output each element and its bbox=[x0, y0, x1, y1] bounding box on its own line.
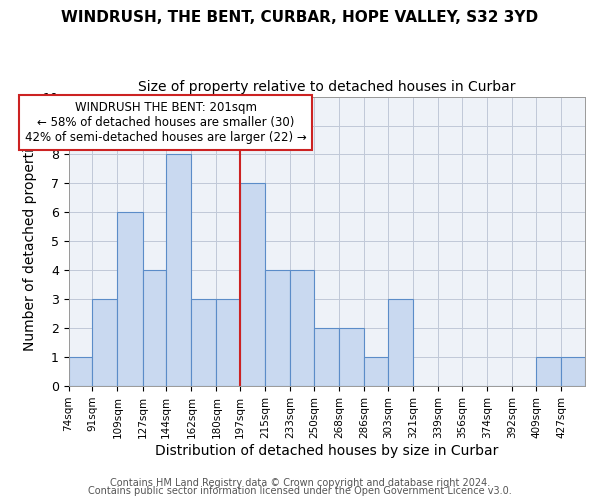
Bar bbox=[536, 357, 561, 386]
Bar bbox=[191, 299, 217, 386]
Bar bbox=[143, 270, 166, 386]
Bar bbox=[561, 357, 585, 386]
Y-axis label: Number of detached properties: Number of detached properties bbox=[23, 132, 37, 350]
Bar bbox=[364, 357, 388, 386]
Bar bbox=[166, 154, 191, 386]
Text: WINDRUSH THE BENT: 201sqm
← 58% of detached houses are smaller (30)
42% of semi-: WINDRUSH THE BENT: 201sqm ← 58% of detac… bbox=[25, 101, 307, 144]
Bar bbox=[217, 299, 240, 386]
Bar bbox=[340, 328, 364, 386]
Bar bbox=[68, 357, 92, 386]
Bar bbox=[314, 328, 340, 386]
Bar bbox=[265, 270, 290, 386]
X-axis label: Distribution of detached houses by size in Curbar: Distribution of detached houses by size … bbox=[155, 444, 499, 458]
Text: Contains public sector information licensed under the Open Government Licence v3: Contains public sector information licen… bbox=[88, 486, 512, 496]
Bar bbox=[388, 299, 413, 386]
Bar bbox=[240, 184, 265, 386]
Bar bbox=[92, 299, 118, 386]
Bar bbox=[290, 270, 314, 386]
Title: Size of property relative to detached houses in Curbar: Size of property relative to detached ho… bbox=[138, 80, 515, 94]
Text: WINDRUSH, THE BENT, CURBAR, HOPE VALLEY, S32 3YD: WINDRUSH, THE BENT, CURBAR, HOPE VALLEY,… bbox=[61, 10, 539, 25]
Bar bbox=[118, 212, 143, 386]
Text: Contains HM Land Registry data © Crown copyright and database right 2024.: Contains HM Land Registry data © Crown c… bbox=[110, 478, 490, 488]
